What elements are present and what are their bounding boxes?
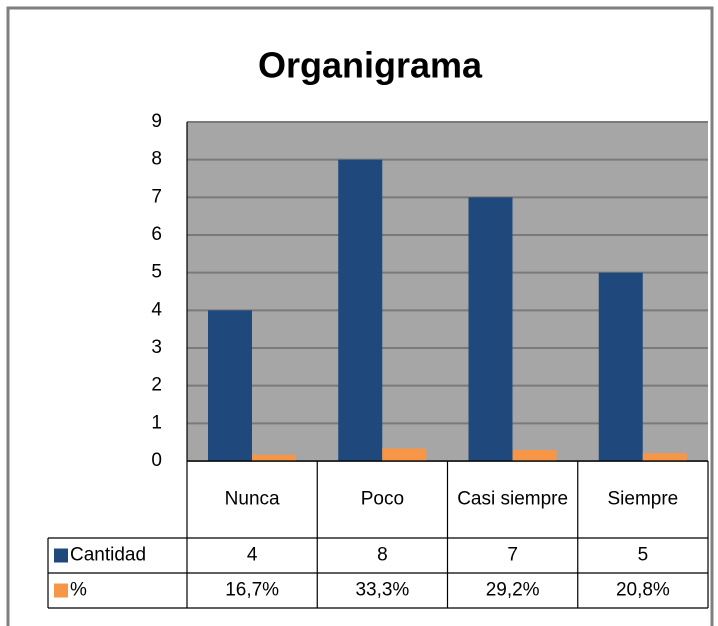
x-tick-label: Casi siempre: [457, 489, 568, 510]
y-tick-label: 8: [151, 149, 162, 170]
x-tick-label: Siempre: [608, 489, 679, 510]
chart-frame: [6, 6, 714, 626]
table-value: 33,3%: [355, 580, 409, 601]
y-tick-label: 4: [151, 299, 162, 320]
table-value: 29,2%: [486, 580, 540, 601]
x-tick-label: Nunca: [225, 489, 280, 510]
legend-key: [54, 548, 68, 563]
y-tick-label: 7: [151, 186, 162, 207]
legend-key: [54, 583, 68, 598]
bar: [468, 197, 513, 462]
y-tick-label: 2: [151, 375, 162, 396]
table-value: 16,7%: [225, 580, 279, 601]
table-value: 8: [377, 545, 388, 566]
table-value: 20,8%: [616, 580, 670, 601]
legend-label: %: [70, 580, 87, 601]
y-tick-label: 3: [151, 337, 162, 358]
legend-label: Cantidad: [70, 545, 146, 566]
table-value: 5: [638, 545, 649, 566]
bar: [382, 448, 427, 461]
bar: [512, 450, 557, 461]
bar: [598, 272, 643, 461]
y-tick-label: 9: [151, 111, 162, 132]
bar: [642, 453, 687, 461]
y-tick-label: 0: [151, 450, 162, 471]
chart-title: Organigrama: [258, 45, 483, 86]
y-tick-label: 1: [151, 412, 162, 433]
bar: [338, 159, 383, 461]
table-value: 7: [507, 545, 518, 566]
bar: [252, 454, 296, 461]
bar: [208, 310, 252, 461]
table-value: 4: [247, 545, 258, 566]
y-tick-label: 5: [151, 262, 162, 283]
x-tick-label: Poco: [361, 489, 404, 510]
y-tick-label: 6: [151, 224, 162, 245]
